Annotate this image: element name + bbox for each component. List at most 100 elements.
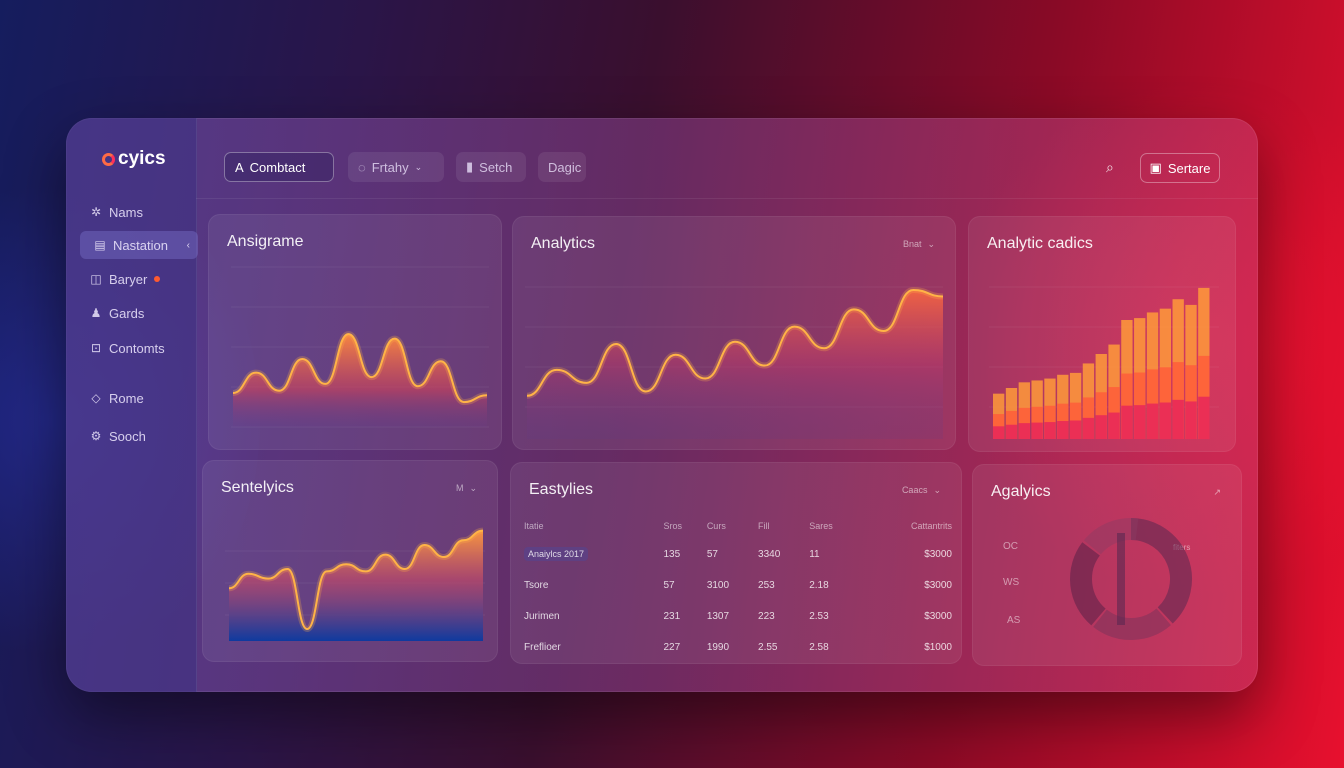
gear-icon: ⚙ <box>90 429 102 443</box>
card-title: Agalyics <box>991 483 1051 500</box>
pie-slice <box>1070 542 1107 626</box>
chevron-down-icon: ⌄ <box>469 483 477 493</box>
sidebar-item-nastation[interactable]: ▤ Nastation ‹ <box>80 231 198 259</box>
contact-label: Combtact <box>249 159 306 175</box>
logo-mark-icon <box>102 152 115 166</box>
table-row[interactable]: Freflioer 227 1990 2.55 2.58 $1000 <box>523 632 953 663</box>
column-header[interactable]: Itatie <box>524 521 544 531</box>
expand-icon[interactable]: ↗ <box>1213 487 1221 497</box>
person-icon: A <box>235 159 244 175</box>
bar-segment <box>1108 412 1120 439</box>
table-cell: $3000 <box>924 580 952 591</box>
bar-segment <box>1198 396 1210 439</box>
donut-label: WS <box>1003 577 1020 588</box>
data-table: Itatie Sros Curs Fill Sares Cattantrits … <box>523 513 953 663</box>
donut-label: OC <box>1003 541 1018 552</box>
diamond-icon: ◇ <box>91 391 101 405</box>
pie-slice <box>1083 518 1139 555</box>
notification-badge <box>154 276 161 282</box>
bar-segment <box>1005 424 1018 439</box>
range-label: M <box>455 483 464 493</box>
sidebar-item-rome[interactable]: ◇ Rome <box>90 384 144 412</box>
user-icon: ♟ <box>90 306 102 320</box>
search-tab[interactable]: ▮ Setch <box>456 152 526 182</box>
bar-segment <box>1082 417 1095 439</box>
calendar-icon: ▤ <box>94 238 106 252</box>
sidebar-item-label: Nams <box>109 204 143 220</box>
table-cell: $1000 <box>924 642 952 653</box>
range-dropdown[interactable]: Bnat ⌄ <box>903 239 935 250</box>
series-line <box>232 333 488 404</box>
column-header[interactable]: Sares <box>809 521 833 531</box>
column-header[interactable]: Fill <box>758 521 770 531</box>
bar-segment <box>1159 402 1172 439</box>
column-header[interactable]: Cattantrits <box>910 521 952 531</box>
table-cell: 227 <box>663 642 681 653</box>
bar-segment <box>993 426 1005 439</box>
table-cell: Freflioer <box>524 642 561 653</box>
bar-segment <box>1069 420 1082 439</box>
table-cell: 1990 <box>706 642 730 653</box>
sidebar-item-baryer[interactable]: ◫ Baryer <box>90 265 161 293</box>
table-cell: 57 <box>663 580 675 591</box>
range-dropdown[interactable]: M ⌄ <box>456 483 477 494</box>
dashboard-window: cyics ✲ Nams ▤ Nastation ‹ ◫ Baryer ♟ Ga… <box>66 118 1258 692</box>
column-header[interactable]: Sros <box>663 521 682 531</box>
card-analytic-cadics: Analytic cadics <box>968 216 1236 452</box>
filter-dropdown[interactable]: ◌ Frtahy ⌄ <box>348 152 444 182</box>
search-tab-label: Setch <box>479 159 513 175</box>
card-title: Analytics <box>531 235 596 252</box>
bar-segment <box>1095 415 1107 439</box>
series-line <box>228 529 484 631</box>
sidebar-item-nams[interactable]: ✲ Nams <box>90 198 143 226</box>
donut-label: AS <box>1007 615 1021 626</box>
sidebar-item-label: Baryer <box>109 271 148 287</box>
bar-segment <box>1185 401 1197 439</box>
sort-label: Caacs <box>901 485 928 495</box>
dagic-tab[interactable]: Dagic <box>538 152 586 182</box>
bar-segment <box>1044 422 1056 439</box>
column-header[interactable]: Curs <box>706 521 726 531</box>
range-label: Bnat <box>902 239 922 249</box>
app-logo[interactable]: cyics <box>102 148 166 170</box>
sidebar-item-sooch[interactable]: ⚙ Sooch <box>90 422 146 450</box>
table-row[interactable]: Anaiylcs 2017 135 57 3340 11 $3000 <box>523 539 953 570</box>
sidebar-item-contomts[interactable]: ⊡ Contomts <box>90 334 165 362</box>
search-icon[interactable]: ⌕ <box>1106 159 1114 175</box>
table-cell: 223 <box>758 611 775 622</box>
sidebar-item-label: Rome <box>109 390 144 406</box>
card-title: Eastylies <box>529 481 594 498</box>
table-cell: Tsore <box>524 580 549 591</box>
sidebar-item-gards[interactable]: ♟ Gards <box>90 299 145 327</box>
sentelyics-chart <box>225 527 485 641</box>
donut-bar <box>1117 533 1125 625</box>
table-cell: 135 <box>663 549 681 560</box>
table-cell: Jurimen <box>524 611 560 622</box>
card-ansigrame: Ansigrame <box>208 214 502 450</box>
table-cell: 253 <box>758 580 775 591</box>
app-name: cyics <box>118 148 166 169</box>
analytics-chart <box>525 286 944 439</box>
bar-segment <box>1172 399 1184 439</box>
bar-segment <box>1146 403 1159 439</box>
sort-dropdown[interactable]: Caacs ⌄ <box>902 485 941 496</box>
top-bar: A Combtact ◌ Frtahy ⌄ ▮ Setch Dagic ⌕ ▣ … <box>196 118 1258 199</box>
area-fill <box>527 289 943 439</box>
card-agalyics: Agalyics ↗ OC WS AS fiters <box>972 464 1242 666</box>
card-title: Ansigrame <box>227 233 304 250</box>
table-cell: 3100 <box>706 580 730 591</box>
filter-label: Frtahy <box>371 159 409 175</box>
ansigrame-chart <box>231 266 489 428</box>
table-cell: 57 <box>706 549 718 560</box>
series-line <box>526 288 944 397</box>
agalyics-donut <box>1070 518 1192 640</box>
table-header-row: Itatie Sros Curs Fill Sares Cattantrits <box>523 513 953 539</box>
settings-button[interactable]: ▣ Sertare <box>1140 153 1220 183</box>
bar-segment <box>1031 422 1043 439</box>
table-cell: 231 <box>663 611 681 622</box>
table-row[interactable]: Tsore 57 3100 253 2.18 $3000 <box>523 570 953 601</box>
table-cell: $3000 <box>924 549 952 560</box>
table-cell: 2.58 <box>809 642 829 653</box>
table-row[interactable]: Jurimen 231 1307 223 2.53 $3000 <box>523 601 953 632</box>
contact-button[interactable]: A Combtact <box>224 152 334 182</box>
